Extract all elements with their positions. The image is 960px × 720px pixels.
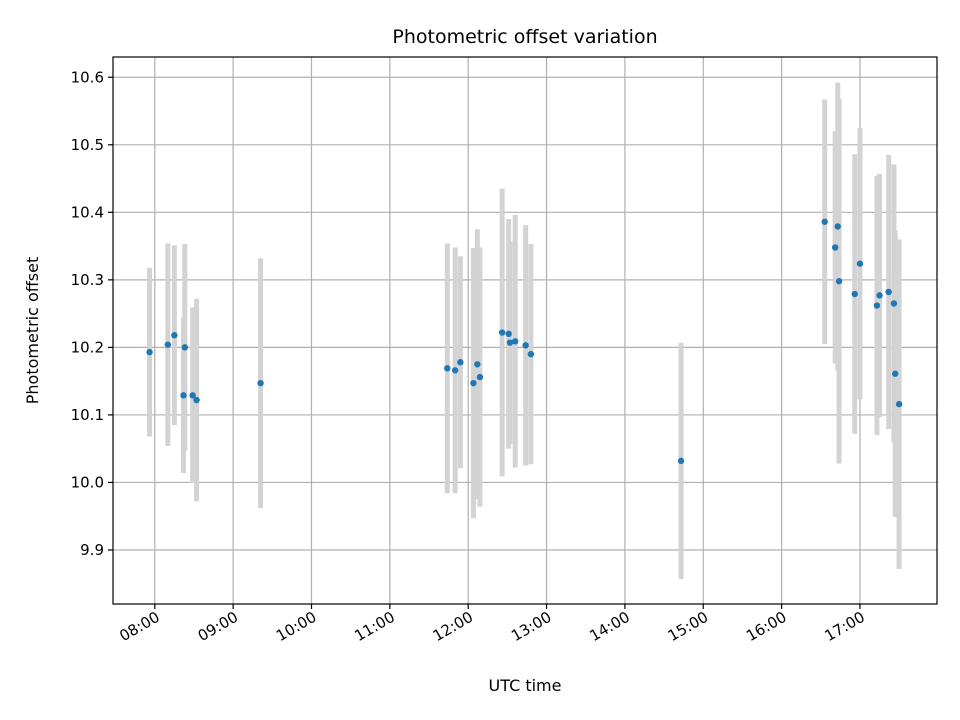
data-point: [851, 290, 858, 298]
x-tick-label: 15:00: [665, 608, 711, 645]
data-point: [873, 302, 881, 309]
data-point: [164, 341, 172, 348]
data-point: [835, 278, 843, 285]
x-tick-label: 10:00: [273, 608, 319, 645]
x-tick-label: 09:00: [195, 608, 241, 645]
y-tick-label: 10.2: [71, 338, 104, 356]
y-tick-label: 10.1: [71, 406, 104, 424]
y-axis-label: Photometric offset: [23, 257, 42, 405]
data-point: [885, 288, 892, 296]
data-point: [470, 379, 477, 387]
x-tick-label: 17:00: [822, 608, 868, 645]
data-point: [180, 392, 187, 399]
chart-title: Photometric offset variation: [392, 26, 657, 48]
data-point: [895, 400, 903, 408]
x-tick-label: 08:00: [116, 608, 162, 645]
y-tick-label: 10.5: [71, 136, 104, 154]
x-tick-label: 11:00: [351, 608, 397, 645]
x-axis-label: UTC time: [489, 676, 562, 695]
data-point: [892, 370, 899, 377]
data-point: [890, 300, 898, 307]
data-point: [505, 330, 512, 338]
y-tick-label: 10.4: [71, 203, 104, 221]
data-point: [831, 244, 839, 251]
data-point: [856, 260, 864, 267]
error-bars: [147, 82, 902, 580]
data-point: [876, 292, 883, 299]
y-tick-label: 10.3: [71, 271, 104, 289]
data-point: [677, 457, 685, 465]
data-point: [498, 329, 506, 336]
data-point: [257, 379, 264, 387]
data-point: [457, 359, 464, 366]
data-point: [444, 365, 451, 372]
data-point: [821, 218, 828, 225]
data-point: [181, 344, 189, 351]
data-points: [146, 218, 903, 465]
data-point: [476, 373, 484, 381]
plot-frame: [112, 56, 938, 605]
data-point: [146, 348, 153, 356]
x-tick-label: 12:00: [430, 608, 476, 645]
y-tick-label: 10.0: [71, 473, 104, 491]
data-point: [527, 350, 535, 358]
y-tick-label: 10.6: [71, 68, 104, 86]
x-tick-label: 13:00: [508, 608, 554, 645]
data-point: [171, 332, 178, 339]
data-point: [512, 338, 519, 345]
data-point: [451, 367, 459, 374]
data-point: [189, 392, 196, 399]
data-point: [506, 339, 514, 346]
data-point: [522, 342, 529, 349]
data-point: [193, 396, 200, 404]
data-point: [834, 223, 841, 230]
x-tick-label: 14:00: [586, 608, 632, 645]
y-tick-label: 9.9: [80, 541, 104, 559]
data-point: [474, 361, 481, 368]
x-tick-label: 16:00: [743, 608, 789, 645]
